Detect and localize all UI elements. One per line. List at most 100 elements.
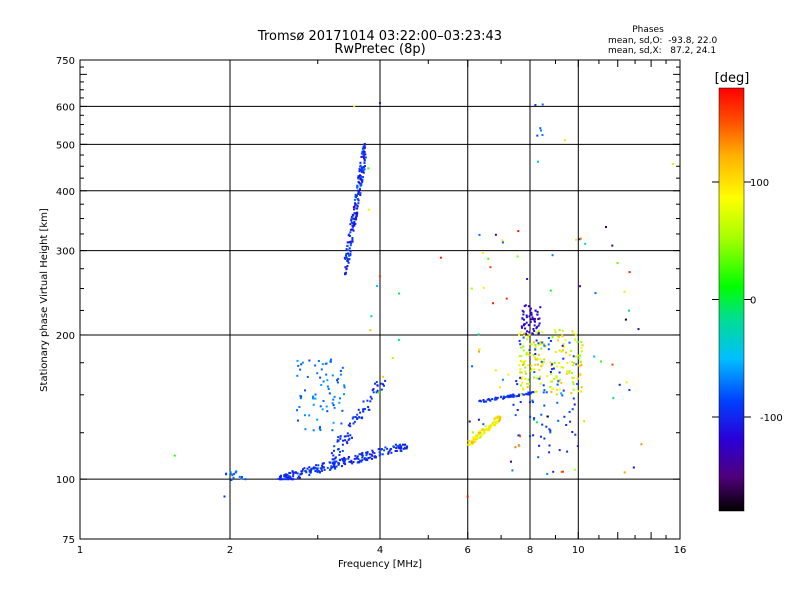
data-point bbox=[359, 174, 361, 177]
data-point bbox=[358, 416, 361, 419]
data-point bbox=[512, 395, 515, 398]
data-point bbox=[356, 186, 359, 189]
data-point bbox=[355, 217, 357, 220]
data-point bbox=[512, 393, 515, 396]
data-point bbox=[343, 461, 346, 464]
data-point bbox=[571, 330, 574, 333]
data-point bbox=[541, 103, 544, 106]
data-point bbox=[482, 431, 485, 434]
data-point bbox=[530, 368, 533, 371]
data-point bbox=[478, 348, 481, 351]
data-point bbox=[551, 254, 554, 257]
data-point bbox=[576, 341, 579, 343]
data-point bbox=[534, 358, 537, 361]
data-point bbox=[296, 477, 299, 480]
data-point bbox=[525, 314, 528, 317]
data-point bbox=[333, 460, 336, 463]
data-point bbox=[527, 335, 530, 338]
data-point bbox=[535, 331, 538, 334]
data-point bbox=[579, 354, 582, 357]
data-point bbox=[325, 405, 328, 408]
data-point bbox=[331, 402, 334, 405]
data-point bbox=[480, 400, 483, 403]
data-point bbox=[367, 408, 370, 411]
data-point bbox=[541, 363, 544, 366]
data-point bbox=[496, 415, 499, 418]
data-point bbox=[337, 377, 340, 380]
data-point bbox=[537, 456, 540, 459]
data-point bbox=[522, 336, 525, 339]
data-point bbox=[361, 456, 364, 459]
data-point bbox=[472, 439, 475, 442]
data-point bbox=[526, 330, 529, 333]
data-point bbox=[316, 471, 319, 474]
data-point bbox=[566, 370, 568, 373]
data-point bbox=[611, 363, 614, 366]
data-point bbox=[547, 348, 550, 351]
data-point bbox=[286, 478, 289, 481]
data-point bbox=[538, 369, 541, 371]
data-point bbox=[337, 436, 340, 439]
data-point bbox=[363, 159, 366, 162]
data-point bbox=[317, 470, 320, 473]
data-point bbox=[516, 395, 519, 397]
data-point bbox=[632, 466, 635, 469]
data-point bbox=[516, 383, 519, 386]
data-point bbox=[579, 237, 582, 240]
data-point bbox=[363, 154, 366, 157]
data-point bbox=[321, 464, 324, 467]
data-point bbox=[380, 382, 383, 385]
annotation-header: Phases bbox=[632, 25, 664, 35]
data-point bbox=[530, 313, 533, 316]
data-point bbox=[354, 193, 357, 196]
data-point bbox=[542, 384, 545, 387]
data-point bbox=[518, 393, 521, 396]
data-point bbox=[538, 322, 541, 325]
data-point bbox=[467, 439, 470, 442]
data-point bbox=[348, 247, 351, 250]
data-point bbox=[299, 397, 302, 400]
data-point bbox=[566, 450, 569, 453]
x-tick-label: 2 bbox=[227, 545, 233, 556]
data-point bbox=[488, 398, 491, 401]
data-point bbox=[485, 427, 488, 430]
data-point bbox=[368, 453, 371, 456]
data-point bbox=[393, 446, 395, 449]
data-point bbox=[325, 373, 328, 376]
data-point bbox=[329, 461, 331, 464]
data-point bbox=[504, 396, 507, 399]
data-point bbox=[537, 160, 539, 163]
data-point bbox=[338, 401, 341, 404]
data-point bbox=[478, 400, 481, 403]
data-point bbox=[319, 426, 321, 429]
data-point bbox=[572, 332, 575, 335]
data-point bbox=[378, 454, 381, 457]
data-point bbox=[357, 189, 359, 192]
data-point bbox=[562, 357, 565, 360]
data-point bbox=[551, 336, 554, 339]
data-point bbox=[363, 151, 366, 153]
data-point bbox=[540, 347, 543, 350]
data-point bbox=[500, 396, 502, 399]
data-point bbox=[520, 371, 523, 374]
data-point bbox=[363, 407, 366, 410]
data-point bbox=[359, 161, 362, 164]
data-point bbox=[551, 368, 553, 371]
data-point bbox=[577, 354, 580, 357]
data-point bbox=[331, 458, 334, 461]
data-point bbox=[540, 365, 543, 368]
data-point bbox=[337, 448, 340, 451]
data-point bbox=[356, 204, 359, 207]
data-point bbox=[539, 341, 542, 343]
data-point bbox=[331, 374, 334, 377]
data-point bbox=[369, 456, 372, 459]
data-point bbox=[612, 397, 615, 400]
data-point bbox=[579, 360, 582, 363]
data-point bbox=[576, 383, 579, 385]
data-point bbox=[349, 252, 352, 255]
data-point bbox=[618, 383, 621, 386]
data-point bbox=[571, 431, 574, 433]
data-point bbox=[568, 370, 571, 372]
data-point bbox=[562, 389, 565, 392]
